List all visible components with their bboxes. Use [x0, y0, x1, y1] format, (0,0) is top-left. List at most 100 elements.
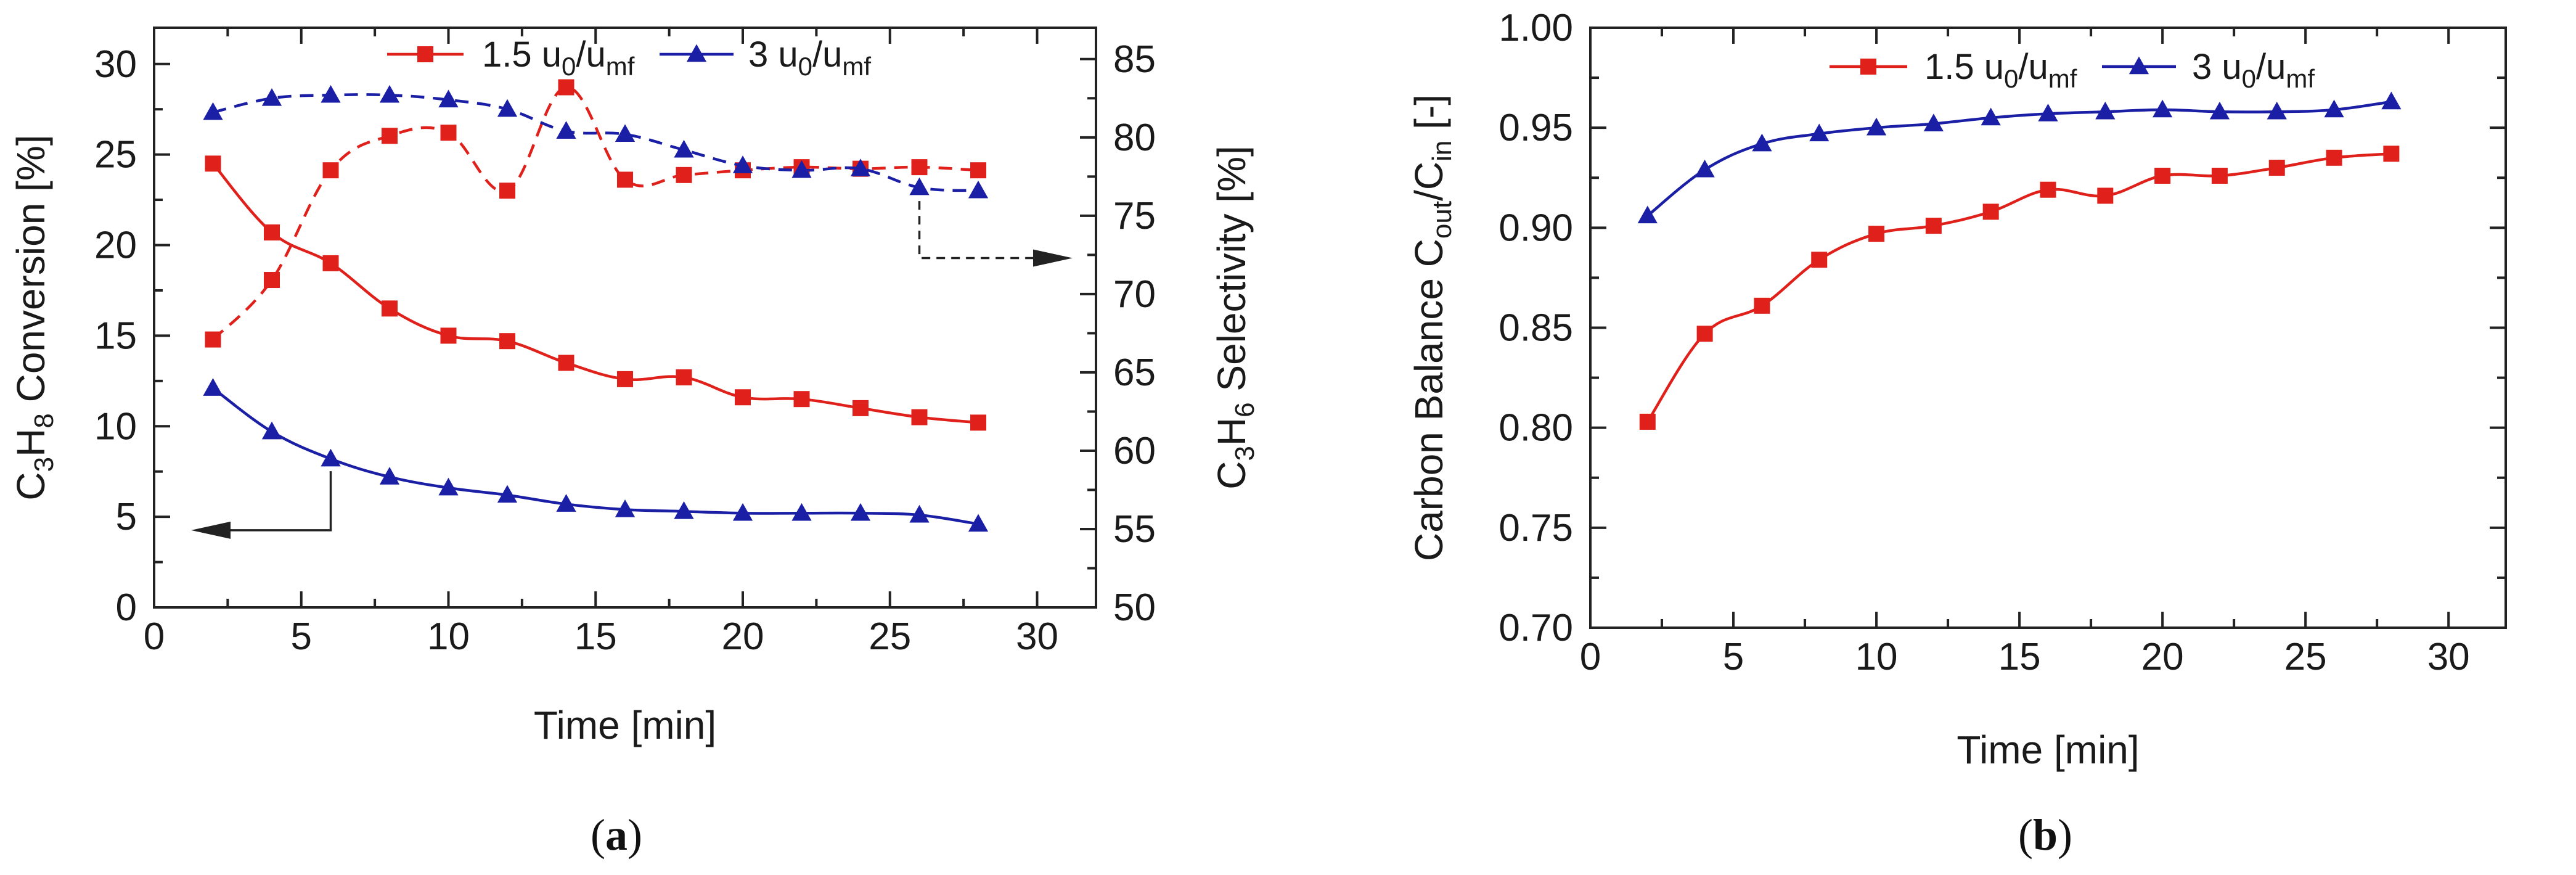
y-left-tick-label: 20 — [94, 224, 137, 267]
panel-label-b: (b) — [2018, 810, 2072, 860]
legend-label-0-mid: /u — [576, 35, 605, 75]
y-right-axis-title: C3H6 Selectivity [%] — [1209, 146, 1260, 490]
paren-close: ) — [2058, 810, 2072, 860]
data-point — [676, 369, 692, 385]
x-tick-label: 0 — [1580, 636, 1601, 678]
data-point — [558, 355, 574, 371]
data-point — [203, 378, 223, 396]
data-point — [2381, 91, 2402, 110]
y-right-title-base: C — [1209, 461, 1254, 490]
data-point — [1923, 113, 1944, 131]
x-axis-title: Time [min] — [534, 703, 716, 747]
paren-open: ( — [591, 810, 605, 860]
data-point — [379, 84, 400, 103]
arrow-head — [191, 521, 231, 539]
y-right-title-sub1: 3 — [1230, 446, 1260, 461]
y-tick-label: 0.90 — [1499, 207, 1573, 249]
panel-letter: a — [605, 810, 628, 860]
data-point — [499, 183, 515, 199]
data-point — [2095, 101, 2116, 120]
x-tick-label: 25 — [2284, 636, 2327, 678]
data-point — [909, 177, 930, 195]
data-point — [2038, 104, 2058, 121]
data-point — [2211, 168, 2228, 184]
data-point — [558, 79, 574, 96]
series-line — [1646, 152, 2392, 423]
y-axis-title: Carbon Balance Cout/Cin [-] — [1407, 94, 1457, 561]
x-tick-label: 20 — [722, 615, 764, 658]
data-point — [2040, 181, 2056, 198]
y-left-tick-label: 5 — [116, 496, 137, 538]
plot-frame — [153, 27, 1097, 609]
legend-label: 1.5 u0/umf — [482, 35, 635, 81]
data-point — [909, 504, 930, 523]
y-tick-label: 0.95 — [1499, 107, 1573, 149]
y-left-axis-title: C3H8 Conversion [%] — [9, 134, 59, 500]
data-point — [322, 162, 339, 179]
y-left-tick-label: 0 — [116, 586, 137, 629]
legend-label: 1.5 u0/umf — [1924, 47, 2077, 93]
data-point — [793, 391, 810, 408]
y-right-tick-label: 75 — [1113, 195, 1156, 237]
x-tick-label: 20 — [2141, 636, 2184, 678]
y-title-sub2: in — [1427, 141, 1457, 162]
data-point — [438, 477, 459, 496]
data-point — [1637, 205, 1658, 224]
y-right-tick-label: 80 — [1113, 117, 1156, 159]
data-point — [440, 327, 457, 344]
data-point — [1866, 117, 1887, 136]
y-title-base: Carbon Balance C — [1407, 239, 1451, 561]
left-axis-arrow — [191, 471, 332, 539]
data-point — [735, 389, 751, 406]
data-point — [1754, 297, 1770, 314]
data-point — [2154, 168, 2171, 184]
data-point — [203, 102, 223, 120]
y-right-tick-label: 60 — [1113, 430, 1156, 472]
legend-label-1-sub2: mf — [842, 52, 871, 81]
data-point — [2268, 160, 2285, 176]
data-point — [615, 499, 636, 517]
data-point — [615, 124, 636, 142]
y-left-title-sub1: 3 — [29, 457, 59, 472]
legend-label-0-mid: /u — [2018, 47, 2048, 87]
y-left-tick-label: 15 — [94, 314, 137, 357]
legend-label: 3 u0/umf — [2192, 47, 2315, 93]
legend-label-1-mid: /u — [812, 35, 842, 75]
data-point — [1639, 413, 1656, 430]
series-0 — [1639, 146, 2400, 430]
x-tick-label: 10 — [427, 615, 470, 658]
arrow-line — [918, 201, 1034, 260]
data-point — [2324, 99, 2344, 118]
panel-letter: b — [2033, 810, 2058, 860]
data-point — [1752, 133, 1772, 152]
legend-marker — [686, 44, 707, 62]
series-0-left-solid — [205, 155, 986, 431]
data-point — [1925, 218, 1942, 234]
data-point — [2097, 187, 2114, 204]
y-title-sub1: out — [1427, 201, 1457, 239]
data-point — [497, 485, 518, 503]
legend-label-0-sub1: 0 — [2004, 64, 2018, 93]
data-point — [438, 89, 459, 108]
series-2-right-dashed — [205, 79, 986, 348]
legend-item-1: 3 u0/umf — [2102, 47, 2315, 93]
y-right-tick-label: 50 — [1113, 586, 1156, 629]
data-point — [321, 84, 341, 103]
series-1 — [1637, 91, 2402, 224]
data-point — [382, 128, 398, 144]
y-left-tick-label: 25 — [94, 134, 137, 176]
series-line — [211, 162, 979, 424]
data-point — [261, 88, 282, 106]
y-title-mid: /C — [1407, 162, 1451, 201]
y-right-tick-label: 55 — [1113, 508, 1156, 551]
data-point — [440, 125, 457, 141]
data-point — [1868, 226, 1885, 242]
legend-marker — [417, 46, 433, 62]
data-point — [1981, 107, 2001, 126]
x-tick-label: 0 — [144, 615, 165, 658]
data-point — [499, 333, 515, 350]
legend-label-1-mid: /u — [2256, 47, 2286, 87]
legend-item-1: 3 u0/umf — [660, 35, 871, 81]
data-point — [676, 166, 692, 183]
